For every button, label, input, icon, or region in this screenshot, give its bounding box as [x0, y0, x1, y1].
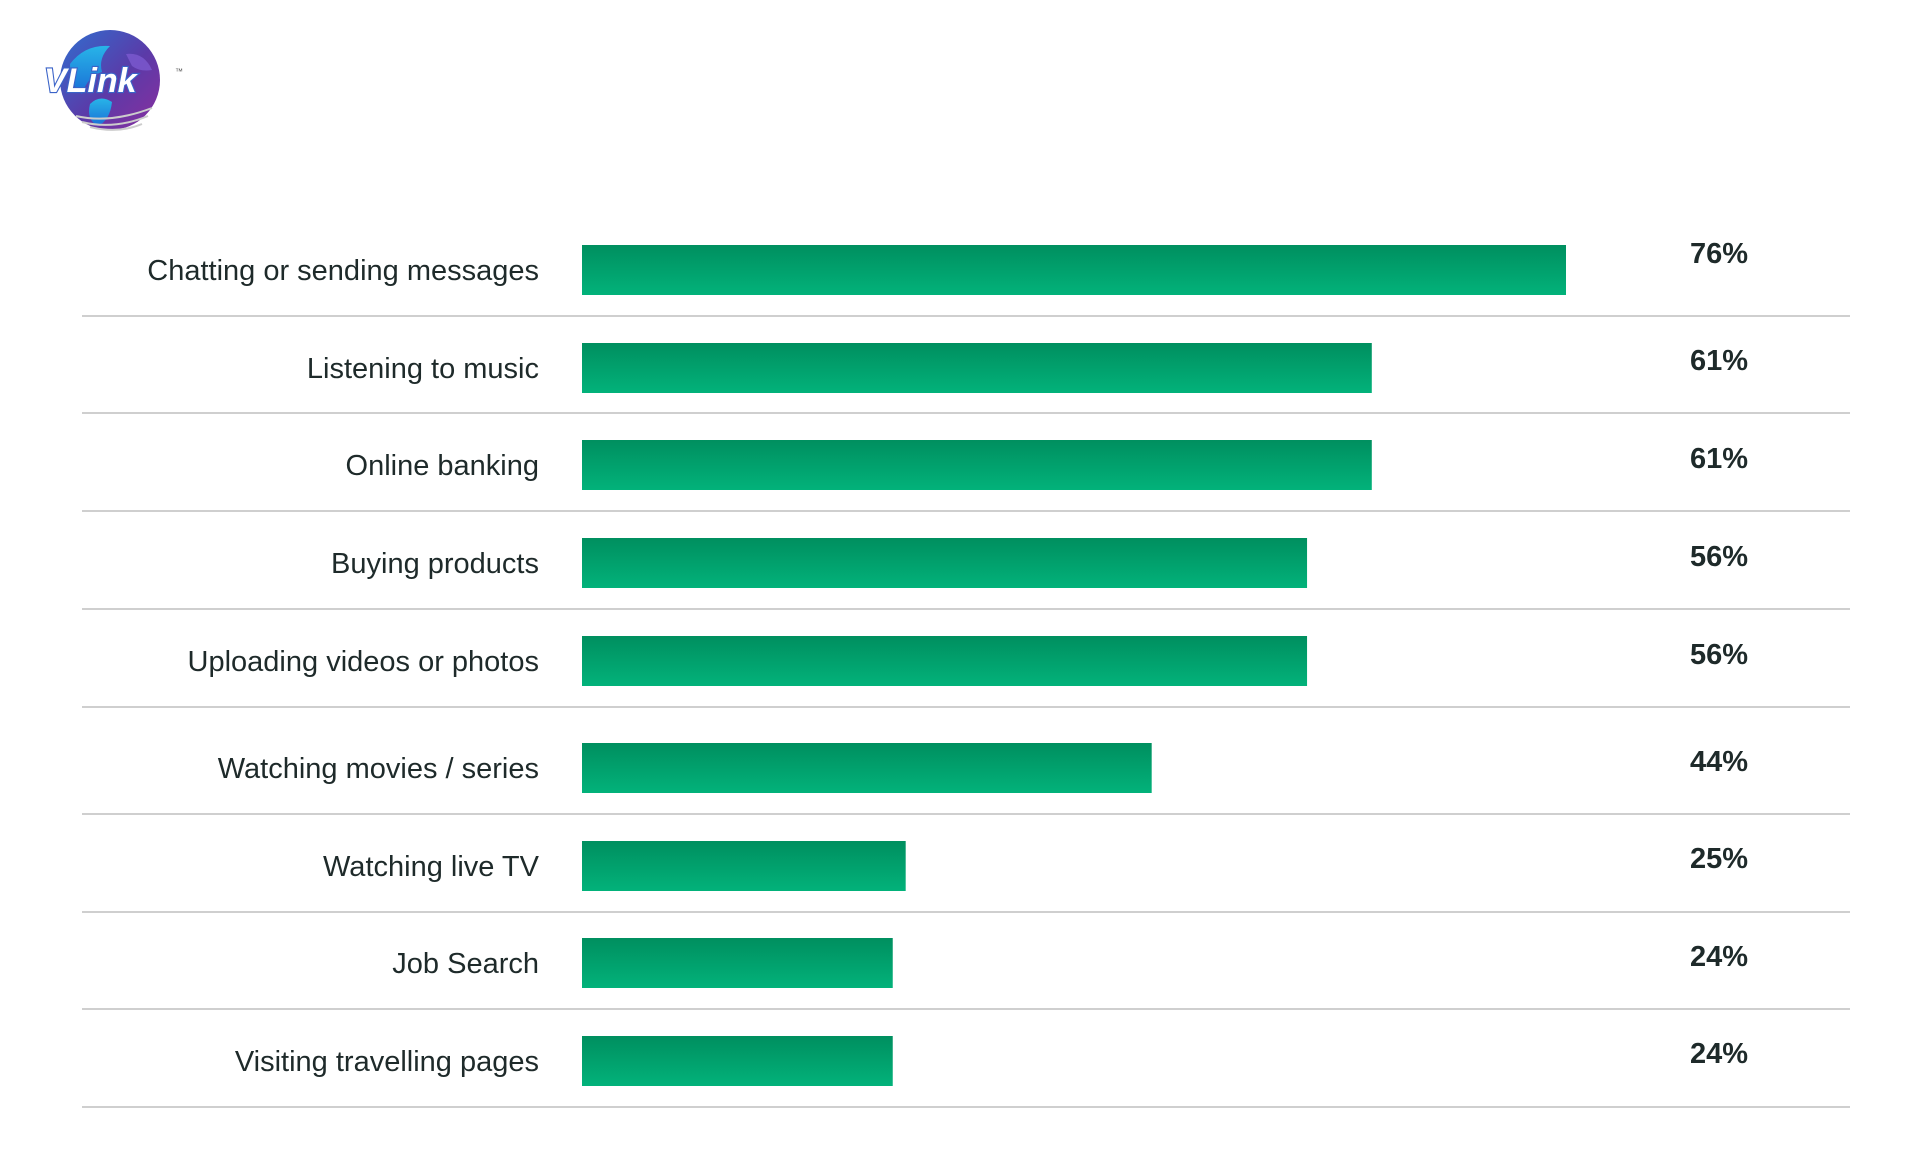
value-label: 25% [1690, 843, 1748, 875]
category-label: Online banking [346, 450, 539, 482]
category-label: Visiting travelling pages [235, 1046, 539, 1078]
bar [582, 743, 1152, 793]
bar [582, 440, 1372, 490]
value-label: 56% [1690, 639, 1748, 671]
bar [582, 938, 893, 988]
bar [582, 343, 1372, 393]
bar [582, 245, 1566, 295]
bar [582, 538, 1308, 588]
category-label: Listening to music [307, 353, 539, 385]
value-label: 61% [1690, 345, 1748, 377]
globe-icon [60, 30, 160, 131]
category-label: Job Search [392, 948, 539, 980]
logo-trademark: ™ [175, 67, 183, 76]
value-label: 24% [1690, 941, 1748, 973]
value-label: 61% [1690, 443, 1748, 475]
category-label: Uploading videos or photos [188, 646, 539, 678]
category-label: Watching movies / series [218, 753, 539, 785]
value-label: 24% [1690, 1038, 1748, 1070]
bar [582, 636, 1308, 686]
value-label: 56% [1690, 541, 1748, 573]
vlink-logo: VLink ™ [43, 30, 183, 131]
chart-rows: Chatting or sending messages 76% Listening… [82, 238, 1850, 1108]
value-label: 44% [1690, 746, 1748, 778]
logo-wordmark: VLink [44, 62, 139, 100]
bar [582, 841, 906, 891]
category-label: Buying products [331, 548, 539, 580]
category-label: Watching live TV [323, 851, 540, 883]
bar [582, 1036, 893, 1086]
value-label: 76% [1690, 238, 1748, 270]
category-label: Chatting or sending messages [147, 255, 539, 287]
